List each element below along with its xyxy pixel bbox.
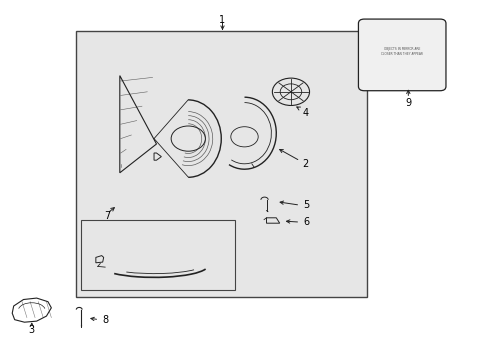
Text: 1: 1: [219, 15, 225, 25]
Text: 3: 3: [29, 325, 35, 336]
Bar: [76, 31, 366, 297]
Text: 4: 4: [302, 108, 308, 118]
Text: 9: 9: [405, 98, 410, 108]
Text: 2: 2: [302, 159, 308, 169]
Text: 7: 7: [104, 211, 110, 221]
Text: 5: 5: [303, 200, 309, 210]
Text: 8: 8: [102, 315, 108, 325]
Text: OBJECTS IN MIRROR ARE
CLOSER THAN THEY APPEAR: OBJECTS IN MIRROR ARE CLOSER THAN THEY A…: [381, 47, 422, 56]
Text: 6: 6: [303, 217, 309, 227]
FancyBboxPatch shape: [358, 19, 445, 91]
Bar: [81, 220, 234, 290]
